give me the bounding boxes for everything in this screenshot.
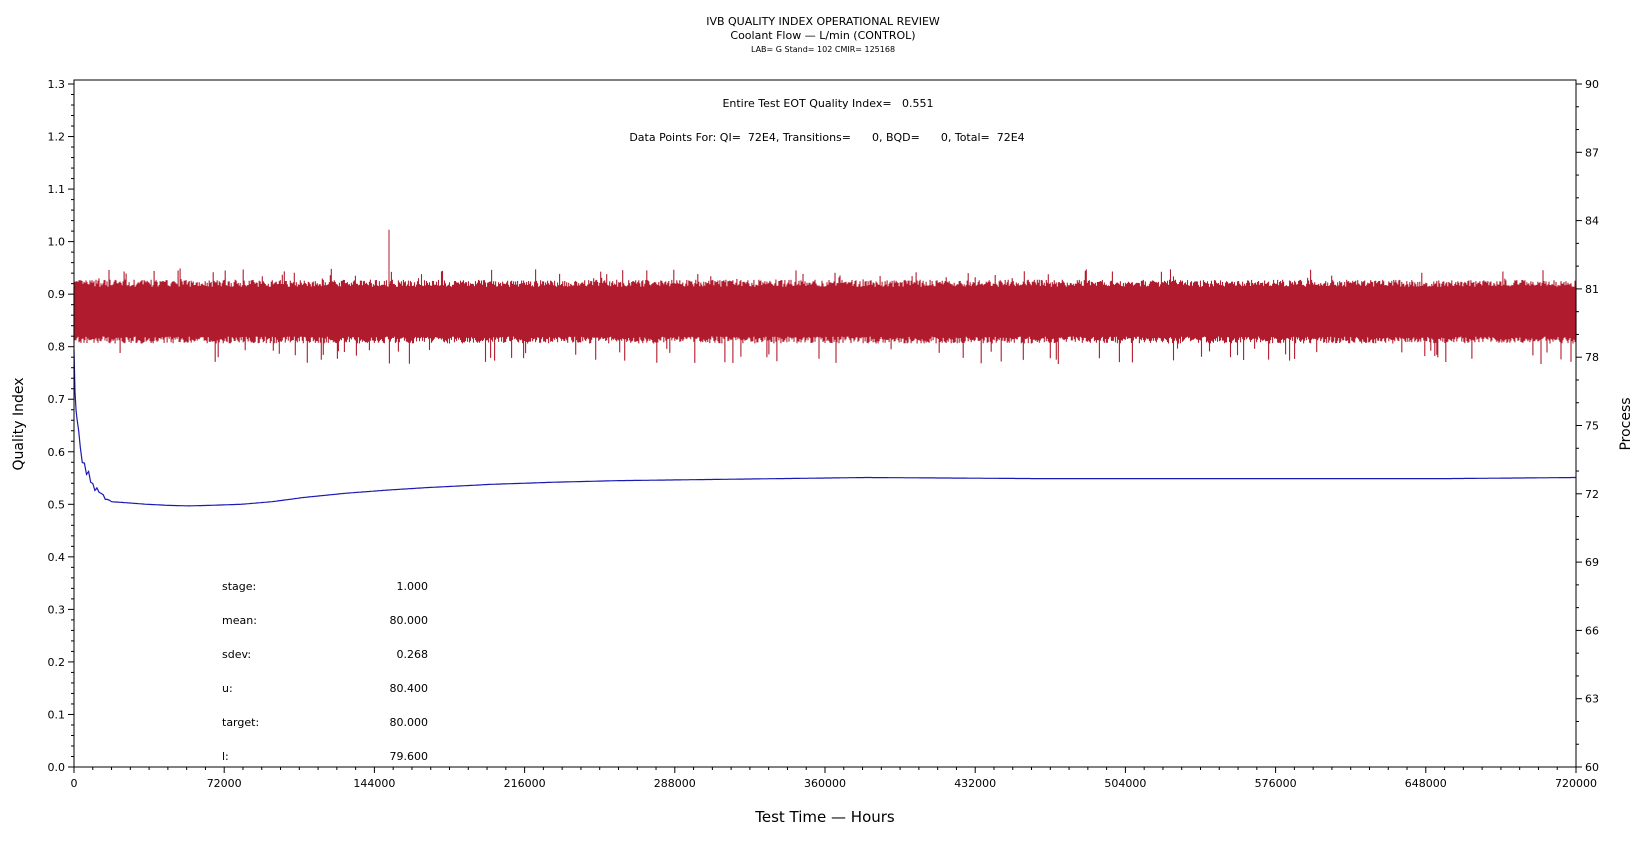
y2-tick-label: 66 <box>1585 624 1599 637</box>
stats-block: stage: 1.000 mean: 80.000 sdev: 0.268 u: 80.400… <box>222 580 428 763</box>
y2-tick-label: 60 <box>1585 761 1599 774</box>
y-axis-label: Quality Index <box>11 377 27 470</box>
y2-tick-label: 75 <box>1585 420 1599 433</box>
chart-subtitle: Coolant Flow — L/min (CONTROL) <box>730 29 915 42</box>
y2-tick-label: 81 <box>1585 283 1599 296</box>
quality-index-line <box>73 350 1576 507</box>
x-axis: 0 72000 144000 216000 288000 360000 432000 5040… <box>71 767 1597 790</box>
stat-value: 0.268 <box>397 648 429 661</box>
stat-label: sdev: <box>222 648 251 661</box>
x-tick-label: 648000 <box>1405 777 1447 790</box>
stat-label: target: <box>222 716 259 729</box>
x-tick-label: 0 <box>71 777 78 790</box>
stat-label: stage: <box>222 580 256 593</box>
process-series-band <box>73 268 1577 364</box>
x-tick-label: 360000 <box>804 777 846 790</box>
stat-label: mean: <box>222 614 257 627</box>
y2-tick-label: 87 <box>1585 146 1599 159</box>
y-tick-label: 0.1 <box>48 708 66 721</box>
y-tick-label: 1.0 <box>48 236 66 249</box>
stat-value: 1.000 <box>397 580 429 593</box>
y-tick-label: 0.2 <box>48 656 66 669</box>
x-tick-label: 720000 <box>1555 777 1597 790</box>
stat-value: 80.400 <box>390 682 429 695</box>
stat-value: 80.000 <box>390 716 429 729</box>
x-tick-label: 432000 <box>954 777 996 790</box>
y-tick-label: 1.1 <box>48 183 66 196</box>
x-tick-label: 504000 <box>1104 777 1146 790</box>
y-tick-label: 0.8 <box>48 341 66 354</box>
x-tick-label: 144000 <box>353 777 395 790</box>
chart-title: IVB QUALITY INDEX OPERATIONAL REVIEW <box>706 15 940 28</box>
chart-lab-line: LAB= G Stand= 102 CMIR= 125168 <box>751 45 895 54</box>
stat-value: 80.000 <box>390 614 429 627</box>
y2-tick-label: 63 <box>1585 693 1599 706</box>
plot-frame <box>73 79 1577 768</box>
plot-series <box>73 229 1577 507</box>
y-axis-right: 60 63 66 69 72 75 78 81 84 87 90 <box>1576 78 1599 774</box>
y-tick-label: 0.4 <box>48 551 66 564</box>
y2-tick-label: 78 <box>1585 351 1599 364</box>
y-tick-label: 1.2 <box>48 131 66 144</box>
y-tick-label: 0.6 <box>48 446 66 459</box>
x-tick-label: 72000 <box>207 777 242 790</box>
x-tick-label: 288000 <box>654 777 696 790</box>
x-axis-label: Test Time — Hours <box>754 808 895 826</box>
stat-label: l: <box>222 750 229 763</box>
y-tick-label: 0.3 <box>48 603 66 616</box>
y-tick-label: 0.7 <box>48 393 66 406</box>
y2-tick-label: 72 <box>1585 488 1599 501</box>
y-axis-left: 0.0 0.1 0.2 0.3 0.4 0.5 0.6 0.7 0.8 0.9 1.0 1.1 1.2 1… <box>48 78 74 774</box>
stat-value: 79.600 <box>390 750 429 763</box>
y2-tick-label: 69 <box>1585 556 1599 569</box>
y2-tick-label: 84 <box>1585 215 1599 228</box>
y2-axis-label: Process <box>1618 397 1634 450</box>
eot-quality-annotation: Entire Test EOT Quality Index= 0.551 <box>722 97 933 110</box>
data-points-annotation: Data Points For: QI= 72E4, Transitions= … <box>629 131 1024 144</box>
y2-tick-label: 90 <box>1585 78 1599 91</box>
y-tick-label: 0.5 <box>48 498 66 511</box>
y-tick-label: 0.0 <box>48 761 66 774</box>
x-tick-label: 216000 <box>504 777 546 790</box>
y-tick-label: 0.9 <box>48 288 66 301</box>
x-tick-label: 576000 <box>1255 777 1297 790</box>
y-tick-label: 1.3 <box>48 78 66 91</box>
stat-label: u: <box>222 682 233 695</box>
